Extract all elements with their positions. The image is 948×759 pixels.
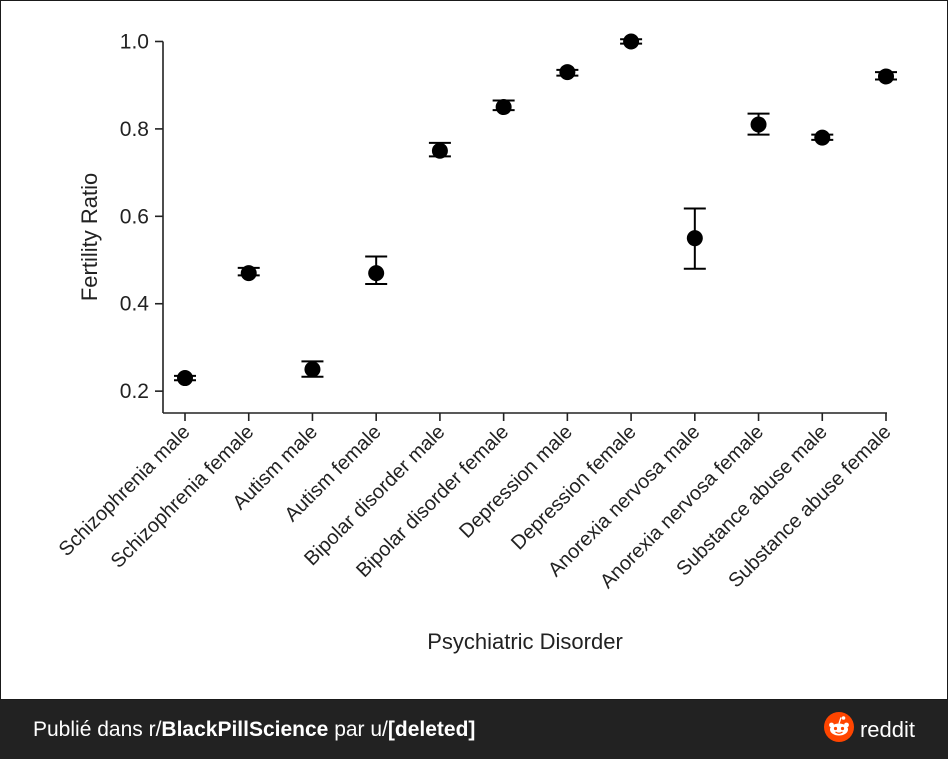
post-caption: Publié dans r/BlackPillScience par u/[de… <box>33 718 475 742</box>
data-point <box>495 99 512 116</box>
data-point <box>431 142 448 159</box>
subreddit-link[interactable]: BlackPillScience <box>161 717 329 741</box>
reddit-footer: Publié dans r/BlackPillScience par u/[de… <box>0 700 948 759</box>
data-point <box>304 361 321 378</box>
data-point <box>750 116 767 133</box>
reddit-label: reddit <box>859 716 915 742</box>
data-point <box>814 129 831 146</box>
username-link[interactable]: [deleted] <box>387 717 476 741</box>
caption-prefix: Publié dans r/ <box>33 717 162 741</box>
data-point <box>878 68 894 85</box>
data-point <box>623 33 640 50</box>
data-point <box>559 64 576 81</box>
x-axis-label: Psychiatric Disorder <box>427 629 623 654</box>
y-tick-label: 0.6 <box>120 205 149 228</box>
data-point <box>368 265 385 282</box>
caption-middle: par u/ <box>328 717 388 741</box>
data-marks <box>174 33 897 387</box>
data-point <box>240 265 257 282</box>
data-point <box>686 230 703 247</box>
y-tick-label: 1.0 <box>120 30 149 53</box>
reddit-icon <box>823 712 854 747</box>
data-point <box>177 370 193 387</box>
x-tick-label: Depression male <box>455 421 577 543</box>
y-tick-label: 0.4 <box>120 293 150 316</box>
reddit-brand[interactable]: reddit <box>823 712 915 747</box>
y-axis-label: Fertility Ratio <box>77 173 102 301</box>
chart-frame: 0.2 0.4 0.6 0.8 1.0 Schizophrenia male Schizop… <box>0 0 948 700</box>
x-tick-label: Depression female <box>507 421 640 554</box>
y-tick-label: 0.8 <box>120 118 149 141</box>
y-tick-label: 0.2 <box>120 380 149 403</box>
